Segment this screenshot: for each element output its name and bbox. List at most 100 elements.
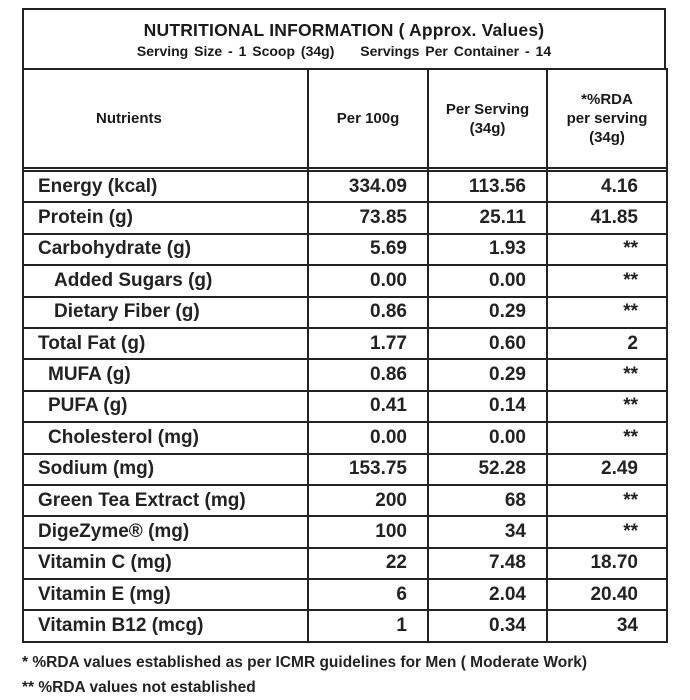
table-cell: 0.86	[307, 358, 429, 392]
table-row: Sodium (mg) 153.75 52.28 2.49	[22, 452, 668, 486]
serving-info: Serving Size - 1 Scoop (34g) Servings Pe…	[24, 43, 664, 59]
table-row: Vitamin E (mg) 6 2.04 20.40	[22, 578, 668, 612]
table-cell: 1.77	[307, 326, 429, 361]
divider-cell	[307, 167, 429, 172]
table-cell: 0.86	[307, 295, 429, 329]
table-cell: 0.00	[307, 264, 429, 298]
table-cell: 34	[546, 609, 668, 643]
header-line: Per Serving	[445, 100, 530, 118]
table-cell: 25.11	[427, 201, 548, 235]
table-cell: Protein (g)	[22, 201, 309, 235]
header-line: (34g)	[589, 129, 625, 146]
table-cell: 153.75	[307, 452, 429, 486]
header-row: Nutrients Per 100g Per Serving (34g) *%RDA pe…	[22, 68, 668, 169]
table-cell: Cholesterol (mg)	[22, 421, 309, 455]
header-line: *%RDA	[581, 91, 633, 108]
table-cell: 41.85	[546, 201, 668, 235]
table-cell: 0.60	[427, 326, 548, 361]
table-cell: 2.49	[546, 452, 668, 486]
table-cell: 200	[307, 483, 429, 518]
table-cell: 0.00	[427, 421, 548, 455]
nutrition-panel: NUTRITIONAL INFORMATION ( Approx. Values…	[22, 8, 668, 643]
header-cell: Per Serving (34g)	[427, 68, 548, 169]
table-row: Vitamin B12 (mcg) 1 0.34 34	[22, 609, 668, 643]
table-row: PUFA (g) 0.41 0.14 **	[22, 389, 668, 424]
table-cell: 0.34	[427, 609, 548, 643]
table-cell: Added Sugars (g)	[22, 264, 309, 298]
table-cell: Green Tea Extract (mg)	[22, 483, 309, 518]
table-cell: 2.04	[427, 578, 548, 612]
table-cell: PUFA (g)	[22, 389, 309, 424]
table-cell: 52.28	[427, 452, 548, 486]
table-row: DigeZyme® (mg) 100 34 **	[22, 515, 668, 549]
table-cell: 18.70	[546, 546, 668, 581]
table-cell: 34	[427, 515, 548, 549]
table-cell: 5.69	[307, 232, 429, 267]
table-cell: 0.00	[427, 264, 548, 298]
table-cell: 7.48	[427, 546, 548, 581]
serving-size: Serving Size - 1 Scoop (34g)	[136, 43, 335, 59]
divider-cell	[427, 167, 548, 172]
header-cell: Per 100g	[307, 68, 429, 169]
table-cell: **	[546, 232, 668, 267]
header-line: Nutrients	[96, 110, 162, 127]
table-cell: **	[546, 358, 668, 392]
table-cell: **	[546, 295, 668, 329]
table-cell: 22	[307, 546, 429, 581]
table-cell: 20.40	[546, 578, 668, 612]
panel-header: NUTRITIONAL INFORMATION ( Approx. Values…	[22, 8, 666, 68]
footnote: * %RDA values established as per ICMR gu…	[22, 654, 588, 671]
table-cell: Dietary Fiber (g)	[22, 295, 309, 329]
table-cell: Energy (kcal)	[22, 169, 309, 204]
table-row: Added Sugars (g) 0.00 0.00 **	[22, 264, 668, 298]
table-cell: 0.41	[307, 389, 429, 424]
table-cell: Sodium (mg)	[22, 452, 309, 486]
table-cell: Vitamin C (mg)	[22, 546, 309, 581]
table-cell: **	[546, 483, 668, 518]
table-cell: **	[546, 389, 668, 424]
table-cell: Vitamin B12 (mcg)	[22, 609, 309, 643]
table-row: Dietary Fiber (g) 0.86 0.29 **	[22, 295, 668, 329]
footnotes: * %RDA values established as per ICMR gu…	[22, 650, 587, 700]
table-cell: 68	[427, 483, 548, 518]
table-row: Carbohydrate (g) 5.69 1.93 **	[22, 232, 668, 267]
header-cell: Nutrients	[22, 68, 309, 169]
table-cell: Vitamin E (mg)	[22, 578, 309, 612]
title: NUTRITIONAL INFORMATION ( Approx. Values…	[143, 20, 545, 40]
divider	[22, 167, 668, 172]
table-row: Total Fat (g) 1.77 0.60 2	[22, 326, 668, 361]
table-cell: 73.85	[307, 201, 429, 235]
table-cell: 6	[307, 578, 429, 612]
divider-cell	[546, 167, 668, 172]
servings-per-container: Servings Per Container - 14	[360, 43, 552, 59]
divider-cell	[22, 167, 309, 172]
nutrition-table: Nutrients Per 100g Per Serving (34g) *%RDA pe…	[22, 68, 668, 643]
header-cell: *%RDA per serving (34g)	[546, 68, 668, 169]
table-cell: 1.93	[427, 232, 548, 267]
table-cell: **	[546, 515, 668, 549]
table-cell: 0.29	[427, 295, 548, 329]
table-row: MUFA (g) 0.86 0.29 **	[22, 358, 668, 392]
footnote: ** %RDA values not established	[22, 679, 256, 696]
table-cell: 2	[546, 326, 668, 361]
table-row: Green Tea Extract (mg) 200 68 **	[22, 483, 668, 518]
table-cell: 113.56	[427, 169, 548, 204]
table-cell: 1	[307, 609, 429, 643]
table-cell: 100	[307, 515, 429, 549]
table-cell: **	[546, 264, 668, 298]
table-cell: DigeZyme® (mg)	[22, 515, 309, 549]
header-line: (34g)	[469, 119, 506, 137]
table-row: Cholesterol (mg) 0.00 0.00 **	[22, 421, 668, 455]
table-cell: **	[546, 421, 668, 455]
table-row: Protein (g) 73.85 25.11 41.85	[22, 201, 668, 235]
table-cell: 334.09	[307, 169, 429, 204]
table-row: Energy (kcal) 334.09 113.56 4.16	[22, 169, 668, 204]
table-cell: Total Fat (g)	[22, 326, 309, 361]
table-cell: 4.16	[546, 169, 668, 204]
table-cell: 0.14	[427, 389, 548, 424]
table-cell: 0.00	[307, 421, 429, 455]
table-cell: MUFA (g)	[22, 358, 309, 392]
header-line: Per 100g	[336, 110, 400, 127]
table-cell: 0.29	[427, 358, 548, 392]
